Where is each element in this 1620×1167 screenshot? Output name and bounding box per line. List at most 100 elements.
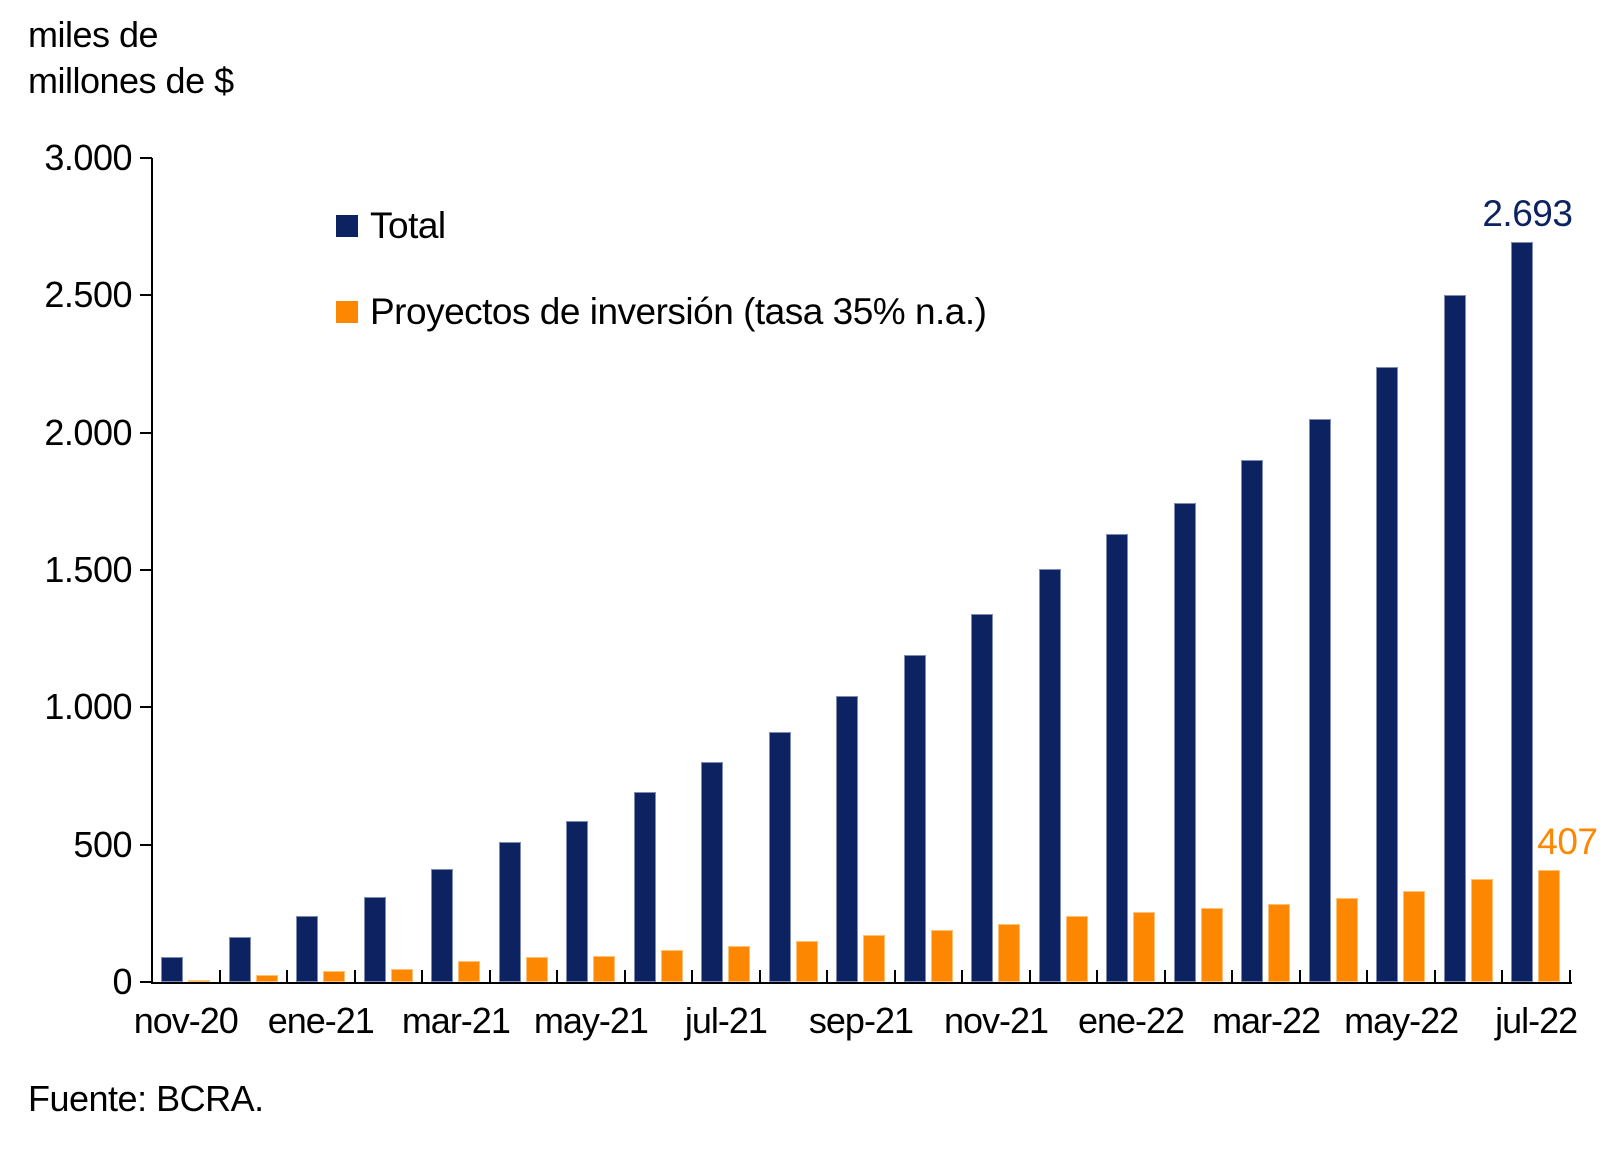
bar-proyectos-feb-21 <box>390 969 413 982</box>
x-axis-tick-12 <box>961 970 964 982</box>
x-axis-tick-9 <box>758 970 761 982</box>
legend-item-proyectos: Proyectos de inversión (tasa 35% n.a.) <box>336 290 987 334</box>
bar-proyectos-sep-21 <box>863 935 886 982</box>
bar-proyectos-jul-21 <box>728 946 751 982</box>
bar-proyectos-mar-22 <box>1268 903 1291 982</box>
x-axis-tick-10 <box>826 970 829 982</box>
bar-proyectos-feb-22 <box>1200 907 1223 982</box>
x-axis-tick-19 <box>1433 970 1436 982</box>
legend-swatch-total-icon <box>336 215 358 237</box>
bar-total-jul-21 <box>701 762 724 982</box>
x-axis-tick-7 <box>623 970 626 982</box>
x-axis-tick-2 <box>286 970 289 982</box>
y-axis-label-2.000: 2.000 <box>44 411 132 453</box>
bar-total-dic-20 <box>228 936 251 982</box>
y-axis-tick-0 <box>140 981 152 983</box>
y-axis-tick-1.500 <box>140 569 152 571</box>
x-axis-label-jul-21: jul-21 <box>684 1000 768 1041</box>
bar-proyectos-oct-21 <box>930 929 953 982</box>
bar-proyectos-jul-22 <box>1538 870 1561 982</box>
x-axis-tick-21 <box>1568 970 1571 982</box>
legend-label-proyectos: Proyectos de inversión (tasa 35% n.a.) <box>370 291 987 332</box>
bar-total-abr-21 <box>498 841 521 982</box>
y-axis-title-line2: millones de $ <box>28 60 234 101</box>
bar-total-mar-21 <box>431 869 454 982</box>
y-axis-label-1.000: 1.000 <box>44 686 132 728</box>
x-axis-tick-13 <box>1028 970 1031 982</box>
x-axis-label-sep-21: sep-21 <box>808 1000 914 1041</box>
y-axis-tick-2.500 <box>140 294 152 297</box>
bar-total-nov-21 <box>971 613 994 982</box>
bar-proyectos-dic-21 <box>1065 916 1088 982</box>
y-axis-label-500: 500 <box>73 823 132 865</box>
legend-label-total: Total <box>370 205 446 246</box>
bar-proyectos-abr-22 <box>1335 898 1358 982</box>
y-axis-title: miles de millones de $ <box>28 12 234 104</box>
x-axis-label-jul-22: jul-22 <box>1495 1000 1578 1041</box>
bar-total-feb-21 <box>363 896 386 982</box>
bar-total-mar-22 <box>1241 460 1264 982</box>
bar-proyectos-ene-22 <box>1133 911 1156 982</box>
bar-total-jun-22 <box>1443 295 1466 982</box>
legend-item-total: Total <box>336 204 987 248</box>
x-axis-label-nov-20: nov-20 <box>133 1000 239 1041</box>
data-label-407: 407 <box>1537 821 1598 863</box>
source-note: Fuente: BCRA. <box>28 1078 264 1119</box>
x-axis-tick-11 <box>893 970 896 982</box>
bar-proyectos-may-21 <box>593 955 616 982</box>
bar-proyectos-jun-22 <box>1470 879 1493 982</box>
bar-total-dic-21 <box>1038 568 1061 982</box>
y-axis-line <box>151 158 153 984</box>
bar-total-feb-22 <box>1173 502 1196 982</box>
x-axis-tick-16 <box>1231 970 1234 982</box>
x-axis-tick-17 <box>1298 970 1301 982</box>
bar-total-jun-21 <box>633 792 656 982</box>
x-axis-label-ene-21: ene-21 <box>267 1000 375 1041</box>
y-axis-label-0: 0 <box>112 961 132 1002</box>
bar-proyectos-may-22 <box>1403 891 1426 982</box>
x-axis-label-nov-21: nov-21 <box>943 1000 1049 1041</box>
y-axis-tick-2.000 <box>140 431 152 434</box>
x-axis-tick-5 <box>488 970 491 982</box>
y-axis-tick-3.000 <box>140 157 152 159</box>
bar-total-nov-20 <box>161 957 183 982</box>
bar-total-may-21 <box>566 821 589 982</box>
y-axis-title-line1: miles de <box>28 14 159 55</box>
y-axis-tick-1.000 <box>140 706 152 709</box>
bar-proyectos-nov-21 <box>998 924 1021 982</box>
bar-total-ene-21 <box>296 916 319 982</box>
x-axis-tick-1 <box>218 970 221 982</box>
bar-total-ago-21 <box>768 732 791 982</box>
bar-total-sep-21 <box>836 696 859 982</box>
x-axis-label-mar-22: mar-22 <box>1212 1000 1321 1041</box>
x-axis-line <box>151 982 1572 984</box>
bar-total-oct-21 <box>903 655 926 982</box>
bar-proyectos-mar-21 <box>458 961 481 982</box>
bar-proyectos-abr-21 <box>525 957 548 982</box>
bar-total-may-22 <box>1376 366 1399 982</box>
bar-proyectos-ago-21 <box>795 940 818 982</box>
bar-total-abr-22 <box>1308 418 1331 982</box>
x-axis-tick-15 <box>1163 970 1166 982</box>
y-axis-tick-500 <box>140 843 152 846</box>
x-axis-tick-8 <box>691 970 694 982</box>
bar-total-jul-22 <box>1511 242 1534 982</box>
bar-proyectos-dic-20 <box>255 975 278 982</box>
bar-proyectos-ene-21 <box>323 971 346 982</box>
x-axis-tick-20 <box>1501 970 1504 982</box>
x-axis-label-may-22: may-22 <box>1344 1000 1459 1041</box>
bar-total-ene-22 <box>1106 534 1129 982</box>
bar-proyectos-jun-21 <box>660 950 683 982</box>
x-axis-label-mar-21: mar-21 <box>401 1000 511 1041</box>
bar-proyectos-nov-20 <box>188 979 210 982</box>
legend: Total Proyectos de inversión (tasa 35% n… <box>336 204 987 334</box>
y-axis-label-2.500: 2.500 <box>44 274 132 316</box>
x-axis-tick-4 <box>421 970 424 982</box>
y-axis-label-1.500: 1.500 <box>44 549 132 590</box>
x-axis-tick-18 <box>1366 970 1369 982</box>
x-axis-tick-3 <box>353 970 356 982</box>
x-axis-tick-6 <box>556 970 559 982</box>
data-label-2.693: 2.693 <box>1482 193 1573 235</box>
y-axis-label-3.000: 3.000 <box>44 137 132 178</box>
